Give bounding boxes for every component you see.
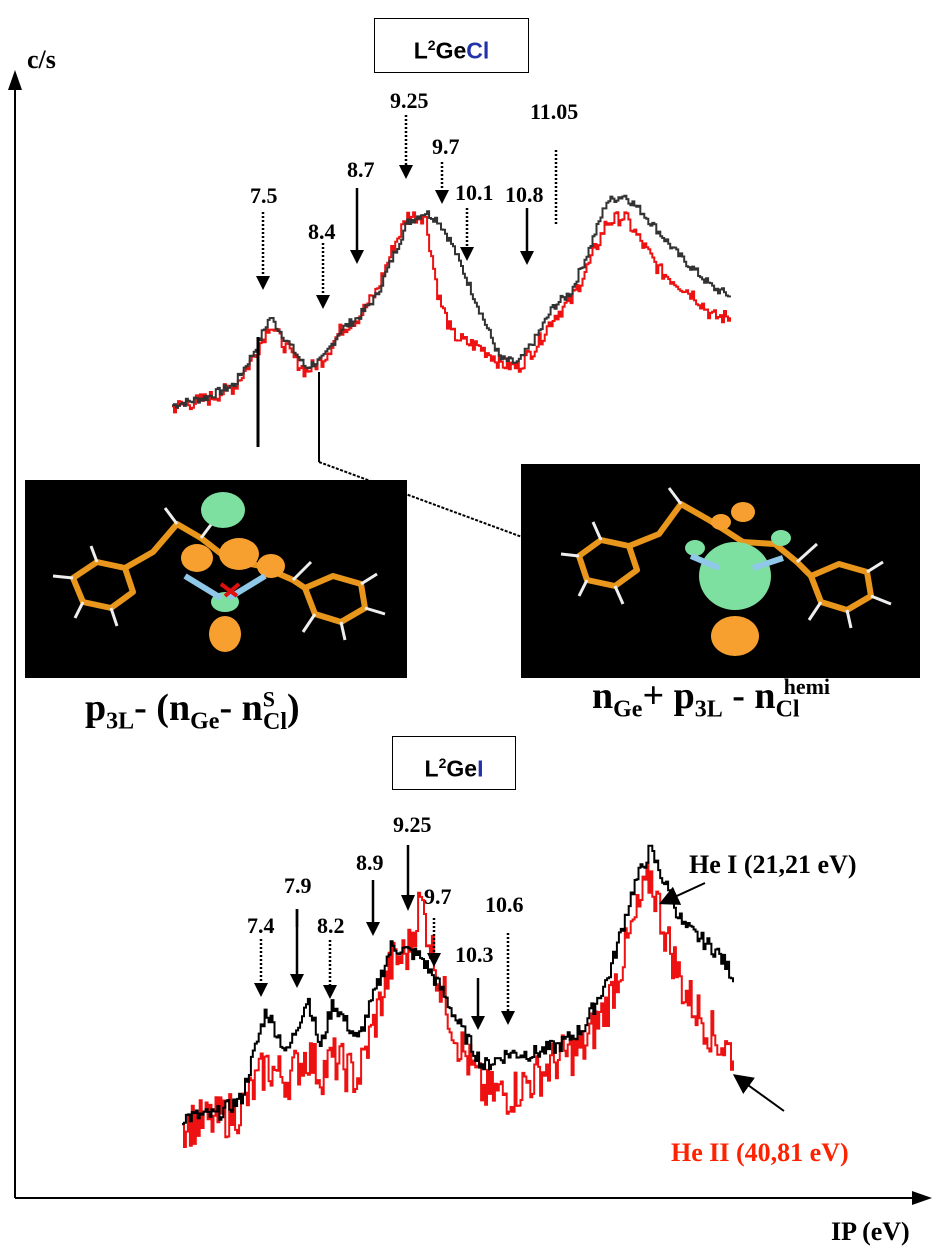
marker-8.4-head <box>316 295 330 309</box>
bottom-title-sup: 2 <box>438 755 447 771</box>
marker-b8.2-head <box>323 985 337 999</box>
label-b8.2: 8.2 <box>317 913 345 938</box>
top-peak-labels: 7.5 8.4 8.7 9.25 9.7 10.1 10.8 11.05 <box>250 88 578 244</box>
marker-b9.7-head <box>427 953 441 967</box>
label-7.5: 7.5 <box>250 183 278 208</box>
orbital-image-right <box>521 464 920 678</box>
orbital-image-left <box>25 480 407 678</box>
top-title-prefix: L <box>413 37 428 64</box>
marker-b10.3-head <box>471 1016 485 1030</box>
ol-right-hemi-sup: hemi <box>783 674 831 700</box>
label-10.8: 10.8 <box>505 182 544 207</box>
bottom-peak-labels: 7.4 7.9 8.2 8.9 9.25 9.7 10.3 10.6 <box>247 812 524 967</box>
he2-legend-arrow <box>732 1074 785 1112</box>
marker-b7.4-head <box>254 983 268 997</box>
label-b7.4: 7.4 <box>247 913 275 938</box>
ol-left-p-sub: 3L <box>106 708 135 735</box>
label-b8.9: 8.9 <box>356 850 384 875</box>
y-axis-label: c/s <box>27 45 56 74</box>
ol-right-plus: + p <box>642 675 695 717</box>
bottom-title-ge: Ge <box>446 755 478 782</box>
ol-right-cl-sub: Cl <box>775 696 800 723</box>
marker-7.5-head <box>256 276 270 290</box>
marker-b9.25-head <box>401 895 415 911</box>
bottom-title-box: L2GeI <box>392 736 516 790</box>
legend-he2: He II (40,81 eV) <box>671 1138 849 1167</box>
label-b10.3: 10.3 <box>455 942 494 967</box>
marker-9.25-head <box>399 165 413 179</box>
ol-left-cl-sub: Cl <box>262 708 287 735</box>
ol-right-n: n <box>592 675 614 717</box>
label-b10.6: 10.6 <box>485 892 524 917</box>
x-axis-label: IP (eV) <box>831 1217 910 1246</box>
ol-right-ge-sub: Ge <box>613 696 643 723</box>
bottom-series-he1 <box>182 844 734 1125</box>
ol-left-close: ) <box>286 687 300 729</box>
y-axis-arrowhead <box>8 70 22 90</box>
ol-left-minus: - n <box>219 687 263 729</box>
marker-10.1-head <box>460 247 474 261</box>
ol-left-p: p <box>85 687 107 729</box>
bottom-series-he2 <box>182 861 734 1148</box>
top-series-he1 <box>172 194 731 409</box>
marker-b7.9-head <box>290 974 304 988</box>
marker-b10.6-head <box>501 1011 515 1025</box>
marker-8.7-head <box>350 250 364 264</box>
he1-legend-arrow <box>658 882 706 905</box>
label-8.7: 8.7 <box>347 157 375 182</box>
molecule-left-drawing <box>52 492 386 652</box>
label-b9.25: 9.25 <box>393 812 432 837</box>
top-title-sup: 2 <box>427 37 436 53</box>
marker-9.7-head <box>435 190 449 204</box>
top-peak-markers <box>256 115 558 309</box>
marker-b8.9-head <box>366 922 380 936</box>
orbital-label-left: p3L- (nGe- nSCl) <box>85 686 300 736</box>
legend-he1: He I (21,21 eV) <box>689 850 857 879</box>
ol-left-s-sup: S <box>262 686 275 712</box>
connector-line <box>318 461 523 538</box>
ol-right-minus: - n <box>722 675 776 717</box>
molecule-right-drawing <box>560 487 892 656</box>
bottom-title-halogen: I <box>477 755 484 782</box>
top-title-halogen: Cl <box>466 37 490 64</box>
bottom-title-prefix: L <box>424 755 439 782</box>
orbital-label-right: nGe+ p3L - nClhemi <box>592 674 830 724</box>
bottom-spectra <box>182 844 734 1148</box>
top-title-ge: Ge <box>435 37 467 64</box>
top-series-he2 <box>172 211 731 414</box>
label-b9.7: 9.7 <box>424 884 452 909</box>
label-9.7: 9.7 <box>432 134 460 159</box>
marker-10.8-head <box>520 251 534 265</box>
ol-left-ge-sub: Ge <box>190 708 220 735</box>
top-spectra <box>172 194 731 414</box>
ol-left-mid: - (n <box>134 687 191 729</box>
label-b7.9: 7.9 <box>284 873 312 898</box>
x-axis-arrowhead <box>912 1191 932 1205</box>
bottom-peak-markers <box>254 845 515 1030</box>
top-title-box: L2GeCl <box>374 18 529 73</box>
label-8.4: 8.4 <box>308 219 336 244</box>
ol-right-p-sub: 3L <box>694 696 723 723</box>
label-9.25: 9.25 <box>390 88 429 113</box>
label-10.1: 10.1 <box>455 180 494 205</box>
label-11.05: 11.05 <box>530 99 578 124</box>
